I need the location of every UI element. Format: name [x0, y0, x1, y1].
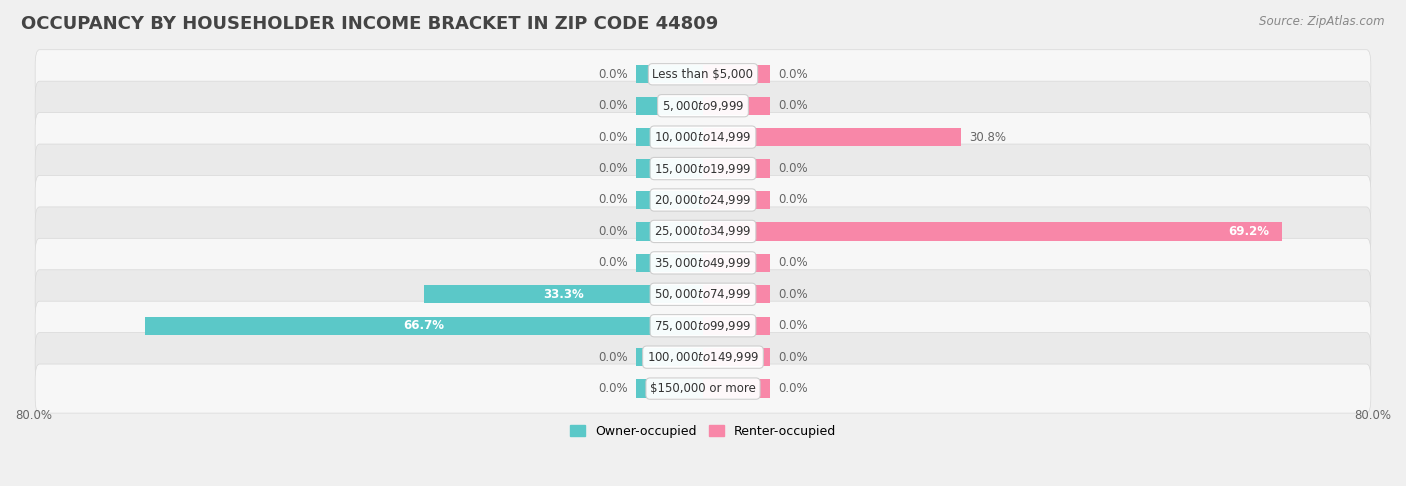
- Bar: [425, 285, 703, 303]
- Bar: [703, 191, 770, 209]
- Bar: [145, 316, 703, 335]
- Bar: [636, 222, 703, 241]
- Text: $75,000 to $99,999: $75,000 to $99,999: [654, 319, 752, 333]
- FancyBboxPatch shape: [35, 144, 1371, 193]
- Text: 0.0%: 0.0%: [779, 319, 808, 332]
- Text: 0.0%: 0.0%: [779, 99, 808, 112]
- Text: 0.0%: 0.0%: [598, 225, 627, 238]
- FancyBboxPatch shape: [35, 175, 1371, 225]
- FancyBboxPatch shape: [35, 50, 1371, 99]
- Text: $35,000 to $49,999: $35,000 to $49,999: [654, 256, 752, 270]
- Text: 0.0%: 0.0%: [598, 256, 627, 269]
- Bar: [703, 348, 770, 366]
- Text: Less than $5,000: Less than $5,000: [652, 68, 754, 81]
- Text: $150,000 or more: $150,000 or more: [650, 382, 756, 395]
- Text: $5,000 to $9,999: $5,000 to $9,999: [662, 99, 744, 113]
- Legend: Owner-occupied, Renter-occupied: Owner-occupied, Renter-occupied: [565, 420, 841, 443]
- Bar: [703, 159, 770, 178]
- Bar: [703, 65, 770, 84]
- Text: Source: ZipAtlas.com: Source: ZipAtlas.com: [1260, 15, 1385, 28]
- Text: 30.8%: 30.8%: [969, 131, 1007, 144]
- Text: $50,000 to $74,999: $50,000 to $74,999: [654, 287, 752, 301]
- Text: 69.2%: 69.2%: [1229, 225, 1270, 238]
- Text: 0.0%: 0.0%: [779, 351, 808, 364]
- Text: 0.0%: 0.0%: [598, 351, 627, 364]
- Bar: [703, 254, 770, 272]
- Text: 0.0%: 0.0%: [598, 131, 627, 144]
- Bar: [703, 97, 770, 115]
- Text: $20,000 to $24,999: $20,000 to $24,999: [654, 193, 752, 207]
- Bar: [703, 380, 770, 398]
- Bar: [703, 222, 1282, 241]
- Bar: [703, 316, 770, 335]
- FancyBboxPatch shape: [35, 364, 1371, 413]
- Text: 0.0%: 0.0%: [598, 99, 627, 112]
- FancyBboxPatch shape: [35, 238, 1371, 287]
- Text: 0.0%: 0.0%: [779, 68, 808, 81]
- Bar: [703, 128, 960, 146]
- FancyBboxPatch shape: [35, 270, 1371, 319]
- Bar: [636, 128, 703, 146]
- Text: 0.0%: 0.0%: [779, 162, 808, 175]
- Text: 0.0%: 0.0%: [598, 382, 627, 395]
- FancyBboxPatch shape: [35, 81, 1371, 130]
- Bar: [636, 348, 703, 366]
- Bar: [636, 380, 703, 398]
- Text: 0.0%: 0.0%: [598, 162, 627, 175]
- Text: $15,000 to $19,999: $15,000 to $19,999: [654, 161, 752, 175]
- Bar: [636, 97, 703, 115]
- Text: 0.0%: 0.0%: [779, 382, 808, 395]
- Text: OCCUPANCY BY HOUSEHOLDER INCOME BRACKET IN ZIP CODE 44809: OCCUPANCY BY HOUSEHOLDER INCOME BRACKET …: [21, 15, 718, 33]
- Text: 0.0%: 0.0%: [598, 193, 627, 207]
- Bar: [703, 285, 770, 303]
- Bar: [636, 254, 703, 272]
- Text: 0.0%: 0.0%: [779, 256, 808, 269]
- Text: 0.0%: 0.0%: [598, 68, 627, 81]
- FancyBboxPatch shape: [35, 301, 1371, 350]
- Bar: [636, 159, 703, 178]
- FancyBboxPatch shape: [35, 113, 1371, 162]
- Bar: [636, 65, 703, 84]
- FancyBboxPatch shape: [35, 332, 1371, 382]
- Text: $100,000 to $149,999: $100,000 to $149,999: [647, 350, 759, 364]
- Bar: [636, 191, 703, 209]
- FancyBboxPatch shape: [35, 207, 1371, 256]
- Text: 33.3%: 33.3%: [543, 288, 583, 301]
- Text: 66.7%: 66.7%: [404, 319, 444, 332]
- Text: 0.0%: 0.0%: [779, 193, 808, 207]
- Text: 0.0%: 0.0%: [779, 288, 808, 301]
- Text: $10,000 to $14,999: $10,000 to $14,999: [654, 130, 752, 144]
- Text: $25,000 to $34,999: $25,000 to $34,999: [654, 225, 752, 239]
